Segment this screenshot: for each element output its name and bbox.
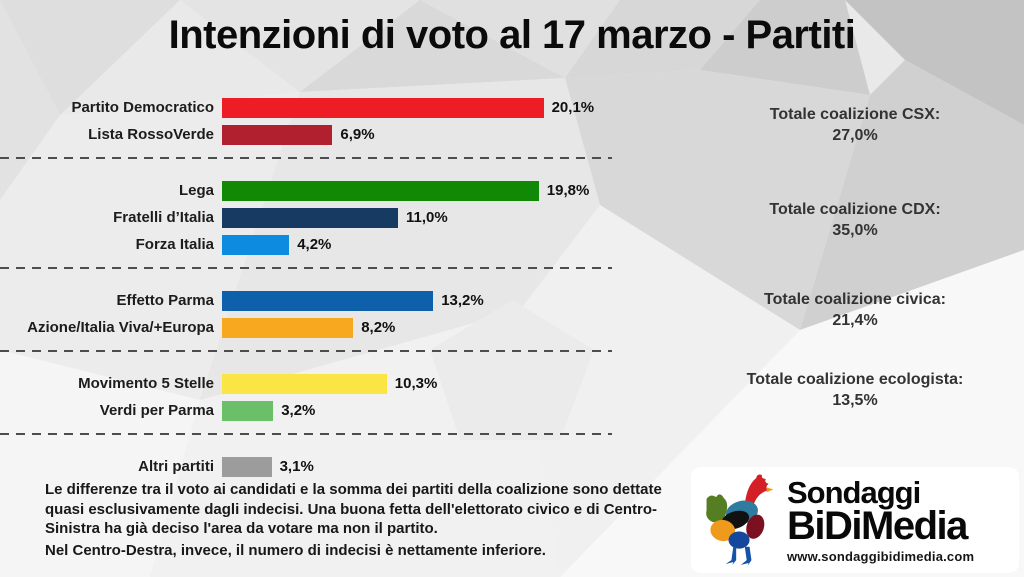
bar-group: Lega 19,8% Fratelli d’Italia 11,0% Forza Ita… bbox=[0, 177, 660, 258]
footnote: Le differenze tra il voto ai candidati e… bbox=[45, 480, 677, 562]
bar bbox=[222, 180, 539, 201]
bar bbox=[222, 234, 290, 255]
bar-row: Movimento 5 Stelle 10,3% bbox=[0, 370, 660, 397]
value-label: 10,3% bbox=[394, 375, 438, 392]
party-label: Verdi per Parma bbox=[99, 402, 214, 419]
party-label: Altri partiti bbox=[138, 458, 214, 475]
bar-group: Partito Democratico 20,1% Lista RossoVerde… bbox=[0, 94, 660, 148]
bar bbox=[222, 373, 387, 394]
bar-row: Altri partiti 3,1% bbox=[0, 453, 660, 480]
bar-row: Fratelli d’Italia 11,0% bbox=[0, 204, 660, 231]
bar-row: Forza Italia 4,2% bbox=[0, 231, 660, 258]
party-label: Movimento 5 Stelle bbox=[78, 375, 214, 392]
value-label: 19,8% bbox=[546, 182, 590, 199]
bar bbox=[222, 290, 434, 311]
coalition-total-value: 21,4% bbox=[832, 312, 878, 329]
group-divider bbox=[0, 350, 612, 352]
bar-group: Effetto Parma 13,2% Azione/Italia Viva/+Eu… bbox=[0, 287, 660, 341]
value-label: 8,2% bbox=[361, 319, 396, 336]
group-divider bbox=[0, 433, 612, 435]
coalition-total-label: Totale coalizione CDX: bbox=[769, 201, 941, 218]
value-label: 3,1% bbox=[279, 458, 314, 475]
value-label: 3,2% bbox=[281, 402, 316, 419]
bar-row: Lega 19,8% bbox=[0, 177, 660, 204]
value-label: 11,0% bbox=[406, 209, 448, 226]
coalition-total: Totale coalizione ecologista: 13,5% bbox=[685, 369, 1024, 411]
footnote-paragraph-1: Le differenze tra il voto ai candidati e… bbox=[45, 481, 662, 537]
footnote-paragraph-2: Nel Centro-Destra, invece, il numero di … bbox=[45, 541, 546, 559]
party-label: Lega bbox=[178, 182, 214, 199]
value-label: 6,9% bbox=[340, 126, 375, 143]
coalition-total: Totale coalizione CSX: 27,0% bbox=[685, 104, 1024, 146]
coalition-total-label: Totale coalizione civica: bbox=[764, 291, 946, 308]
bar bbox=[222, 207, 398, 228]
group-divider bbox=[0, 157, 612, 159]
bar bbox=[222, 400, 274, 421]
coalition-total-value: 27,0% bbox=[832, 127, 878, 144]
value-label: 4,2% bbox=[297, 236, 332, 253]
bar bbox=[222, 456, 272, 477]
bar-row: Lista RossoVerde 6,9% bbox=[0, 121, 660, 148]
coalition-total-label: Totale coalizione CSX: bbox=[769, 106, 941, 123]
value-label: 20,1% bbox=[551, 99, 595, 116]
party-label: Lista RossoVerde bbox=[88, 126, 214, 143]
coalition-total: Totale coalizione CDX: 35,0% bbox=[685, 199, 1024, 241]
logo-line2: BiDiMedia bbox=[787, 504, 968, 548]
party-label: Partito Democratico bbox=[71, 99, 214, 116]
coalition-total: Totale coalizione civica: 21,4% bbox=[685, 289, 1024, 331]
logo-url: www.sondaggibidimedia.com bbox=[787, 549, 975, 564]
bar-row: Azione/Italia Viva/+Europa 8,2% bbox=[0, 314, 660, 341]
rooster-icon bbox=[706, 474, 774, 566]
bar-group: Movimento 5 Stelle 10,3% Verdi per Parma 3,… bbox=[0, 370, 660, 424]
logo: Sondaggi BiDiMedia www.sondaggibidimedia… bbox=[691, 467, 1019, 573]
party-label: Forza Italia bbox=[135, 236, 214, 253]
party-label: Fratelli d’Italia bbox=[113, 209, 214, 226]
group-divider bbox=[0, 267, 612, 269]
page-title: Intenzioni di voto al 17 marzo - Partiti bbox=[168, 13, 856, 57]
logo-text: Sondaggi BiDiMedia www.sondaggibidimedia… bbox=[787, 477, 974, 563]
logo-line1: Sondaggi bbox=[787, 475, 921, 510]
value-label: 13,2% bbox=[441, 292, 484, 309]
bar-row: Effetto Parma 13,2% bbox=[0, 287, 660, 314]
coalition-totals: Totale coalizione CSX: 27,0% Totale coaliz… bbox=[685, 0, 1024, 577]
bar bbox=[222, 317, 354, 338]
bar bbox=[222, 97, 544, 118]
party-label: Effetto Parma bbox=[116, 292, 214, 309]
coalition-total-value: 35,0% bbox=[832, 222, 878, 239]
bar-row: Verdi per Parma 3,2% bbox=[0, 397, 660, 424]
party-label: Azione/Italia Viva/+Europa bbox=[27, 319, 214, 336]
bar-row: Partito Democratico 20,1% bbox=[0, 94, 660, 121]
bar-group: Altri partiti 3,1% bbox=[0, 453, 660, 480]
bar bbox=[222, 124, 333, 145]
coalition-total-value: 13,5% bbox=[832, 392, 878, 409]
bar-groups: Partito Democratico 20,1% Lista RossoVerde… bbox=[0, 94, 660, 480]
coalition-total-label: Totale coalizione ecologista: bbox=[746, 371, 964, 388]
